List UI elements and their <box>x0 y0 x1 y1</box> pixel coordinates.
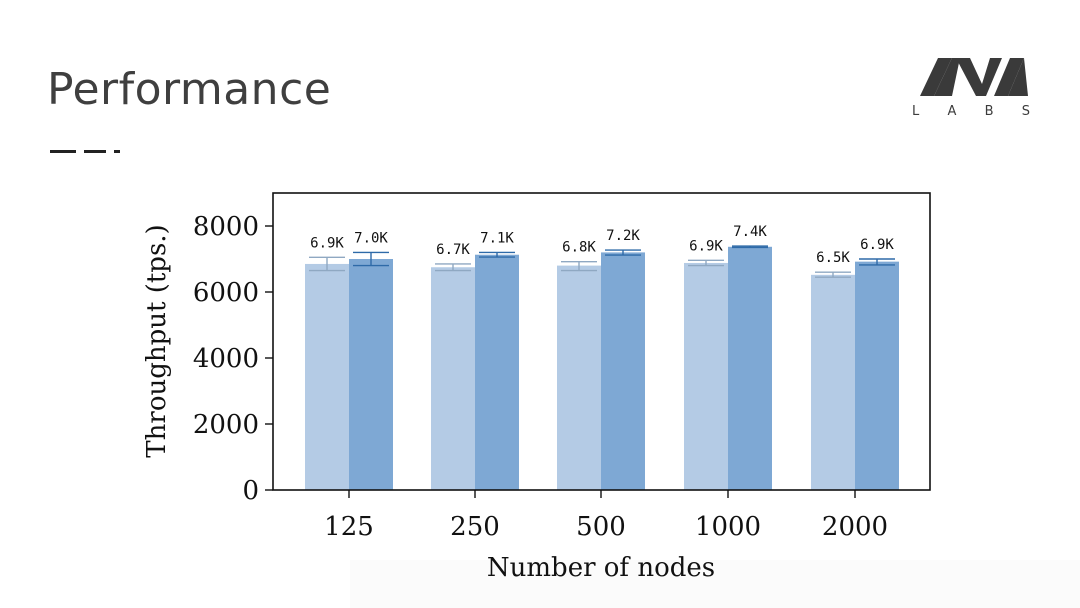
y-axis-title: Throughput (tps.) <box>142 224 172 457</box>
slide-title: Performance <box>47 64 332 115</box>
x-tick-label: 250 <box>450 512 500 542</box>
x-axis: 125 250 500 1000 2000 <box>324 490 888 542</box>
ava-labs-logo <box>920 58 1028 96</box>
data-label: 6.9K <box>860 237 894 253</box>
x-tick-label: 125 <box>324 512 374 542</box>
x-axis-title: Number of nodes <box>487 553 715 583</box>
bar-series-2-2000 <box>855 261 899 490</box>
y-tick-label: 0 <box>242 476 259 506</box>
x-tick-label: 1000 <box>695 512 761 542</box>
bar-series-1-500 <box>557 265 601 490</box>
data-labels-layer: 6.9K 6.7K 6.8K 6.9K 6.5K 7.0K 7.1K 7.2K 7.4K 6.9K <box>310 224 894 266</box>
logo-wordmark: L A B S <box>912 104 1030 119</box>
data-label: 7.4K <box>733 224 767 240</box>
logo-letter: S <box>1021 104 1030 119</box>
bar-series-2-500 <box>601 252 645 490</box>
logo-letter: B <box>984 104 994 119</box>
data-label: 7.1K <box>480 230 514 246</box>
bars-layer <box>305 246 899 490</box>
bar-series-1-1000 <box>684 262 728 490</box>
x-tick-label: 500 <box>576 512 626 542</box>
y-tick-label: 6000 <box>193 278 259 308</box>
y-axis: 0 2000 4000 6000 8000 <box>193 212 273 506</box>
title-underline <box>50 150 120 153</box>
bottom-shade <box>350 560 1080 608</box>
bar-series-1-2000 <box>811 274 855 490</box>
logo-letter: L <box>912 104 920 119</box>
data-label: 7.0K <box>354 230 388 246</box>
bar-series-2-125 <box>349 259 393 490</box>
bar-series-2-1000 <box>728 246 772 490</box>
y-tick-label: 8000 <box>193 212 259 242</box>
data-label: 6.5K <box>816 250 850 266</box>
logo-letter: A <box>947 104 957 119</box>
x-tick-label: 2000 <box>822 512 888 542</box>
y-tick-label: 2000 <box>193 410 259 440</box>
bar-series-1-125 <box>305 263 349 490</box>
y-tick-label: 4000 <box>193 344 259 374</box>
data-label: 7.2K <box>606 228 640 244</box>
bar-series-1-250 <box>431 267 475 490</box>
data-label: 6.9K <box>310 235 344 251</box>
error-bars-layer <box>309 245 895 278</box>
data-label: 6.9K <box>689 238 723 254</box>
data-label: 6.8K <box>562 240 596 256</box>
data-label: 6.7K <box>436 242 470 258</box>
bar-series-2-250 <box>475 254 519 490</box>
